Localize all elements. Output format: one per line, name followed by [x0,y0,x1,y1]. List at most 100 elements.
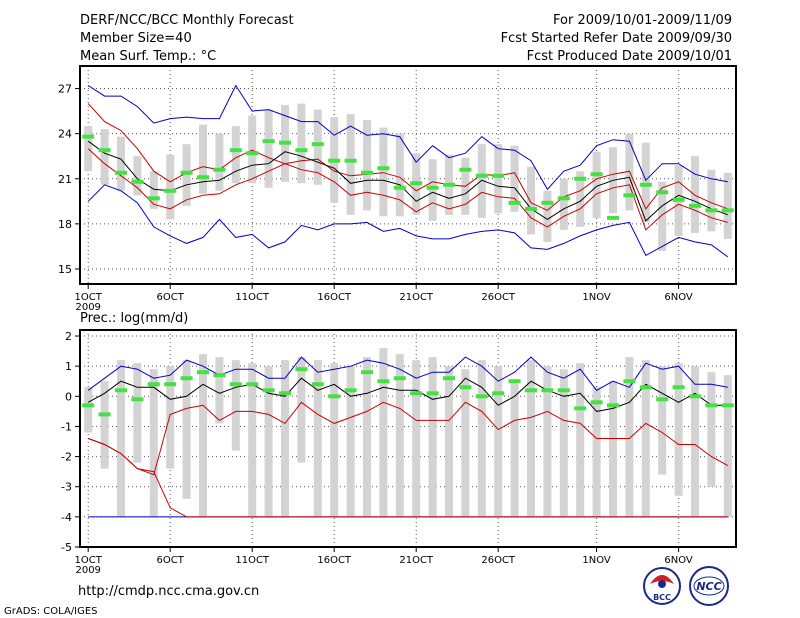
ensemble-box [100,129,109,185]
ncc-logo-orbit [693,576,725,596]
ensemble-box [691,156,699,233]
ncc-logo: NCC [689,566,729,606]
ensemble-box [461,369,470,517]
y-tick-label: -4 [61,511,72,524]
ensemble-box [428,357,437,517]
ensemble-box [494,144,503,214]
observed-marker [426,391,439,396]
observed-marker [639,182,652,187]
upper-bound-line [87,356,728,391]
inner-low-line [87,148,728,231]
ensemble-box [264,109,273,188]
bcc-logo-text: BCC [653,593,671,602]
observed-marker [574,406,587,411]
observed-marker [229,148,242,153]
ensemble-box [576,363,585,517]
ensemble-box [149,369,158,517]
x-tick-label: 21OCT [399,555,434,566]
x-tick-label: 6OCT [157,555,185,566]
ensemble-box [445,366,453,517]
observed-marker [689,394,701,399]
observed-marker [590,400,603,405]
lower-bound-line [87,184,729,258]
ensemble-box [412,360,421,517]
plot-frame [79,65,737,285]
observed-marker [377,166,390,171]
observed-marker [279,391,291,396]
observed-marker [213,373,226,378]
ensemble-box [576,171,585,227]
observed-marker [443,376,455,381]
ensemble-box [674,363,683,496]
x-tick-label: 11OCT [235,555,270,566]
ensemble-box [691,366,699,517]
observed-marker [115,170,127,175]
observed-marker [197,175,209,180]
ensemble-box [543,190,552,242]
ensemble-box [625,357,634,517]
observed-marker [393,376,406,381]
observed-marker [607,403,619,408]
observed-marker [246,151,259,156]
observed-marker [705,403,718,408]
observed-marker [164,188,177,193]
ensemble-box [231,360,240,451]
observed-marker [295,367,308,372]
ensemble-box [313,109,322,185]
chart-title: DERF/NCC/BCC Monthly Forecast [80,13,294,28]
ensemble-box [346,114,355,215]
ensemble-box [527,360,535,517]
inner-low-line [88,438,728,518]
ensemble-box [84,387,93,433]
ensemble-box [494,366,503,517]
observed-marker [672,385,685,390]
y-tick-label: -1 [61,420,72,433]
observed-marker [574,176,587,181]
observed-marker [410,391,423,396]
ensemble-box [215,357,224,424]
ensemble-box [297,103,306,184]
y-tick-label: 1 [65,360,72,373]
observed-marker [213,167,226,172]
observed-marker [607,215,619,220]
red-spread-line [88,401,729,476]
ensemble-box [379,348,388,517]
x-tick-label: 1NOV [582,292,611,303]
observed-marker [82,134,95,139]
observed-marker [459,167,472,172]
observed-marker [361,170,373,175]
y-tick-label: 15 [58,263,72,276]
ncc-logo-ring [689,566,729,606]
ensemble-box [117,136,125,191]
ensemble-box [166,366,175,469]
ensemble-box [133,156,142,196]
ensemble-box [543,366,552,517]
observed-marker [623,193,636,198]
ensemble-box [379,127,388,217]
observed-marker [623,379,636,384]
x-tick-label: 26OCT [481,292,516,303]
observed-marker [164,382,177,387]
observed-marker [197,370,209,375]
ensemble-box [182,360,191,499]
ensemble-box [707,372,716,487]
ensemble-box [281,360,289,517]
observed-marker [656,397,669,402]
footer-url[interactable]: http://cmdp.ncc.cma.gov.cn [78,584,259,599]
ensemble-mean-line [87,377,728,412]
ensemble-box [84,126,93,172]
ensemble-box [215,133,224,191]
ensemble-box [330,363,339,517]
bcc-logo: BCC [643,567,681,605]
observed-marker [279,140,291,145]
bcc-logo-dot [658,580,666,588]
y-tick-label: -5 [61,541,72,554]
x-tick-label: 26OCT [481,555,516,566]
year-label: 2009 [75,565,100,576]
ensemble-box [477,144,486,218]
observed-marker [443,182,455,187]
refer-date-label: Fcst Started Refer Date 2009/09/30 [501,31,732,46]
x-tick-label: 21OCT [399,292,434,303]
